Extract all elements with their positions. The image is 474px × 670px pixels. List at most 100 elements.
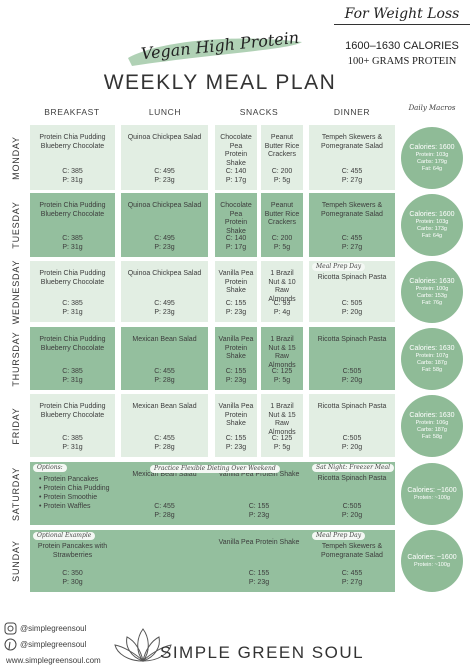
macro-line: Calories: 1630 xyxy=(409,277,455,285)
macro-line: Protein: ~100g xyxy=(414,562,450,568)
meal-protein: P: 28g xyxy=(154,511,175,519)
meal-name: Protein Chia Pudding Blueberry Chocolate xyxy=(39,336,106,352)
meal-cell: Quinoa Chickpea Salad C: 495 P: 23g xyxy=(121,261,208,322)
day-label: WEDNESDAY xyxy=(11,259,21,324)
macro-line: Fat: 58g xyxy=(421,433,443,440)
protein: 100+ GRAMS PROTEIN xyxy=(347,56,457,67)
macro-line: Protein: 106g xyxy=(415,419,449,426)
meal-macros: C: 385 P: 31g xyxy=(30,300,115,317)
meal-calories: C: 495 xyxy=(154,168,175,175)
pinterest-icon xyxy=(4,638,17,651)
meal-macros: C: 140 P: 17g xyxy=(215,168,257,185)
meal-cell: Mexican Bean Salad C: 455 P: 28g xyxy=(121,394,208,457)
meal-protein: P: 5g xyxy=(273,443,291,451)
meal-cell: Tempeh Skewers & Pomegranate Salad C: 455… xyxy=(309,125,395,190)
meal-macros: C: 495 P: 23g xyxy=(121,235,208,252)
meal-cell: Peanut Butter Rice Crackers C: 200 P: 5g xyxy=(261,125,303,190)
meal-cell: Protein Chia Pudding Blueberry Chocolate… xyxy=(30,125,115,190)
meal-calories: C: 495 xyxy=(154,300,175,307)
macros-circle: Calories: 1630 Protein: 106g Carbs: 187g Fa… xyxy=(401,394,463,457)
meal-macros: C: 200 P: 5g xyxy=(261,168,303,185)
meal-protein: P: 27g xyxy=(341,176,363,184)
meal-cell: Tempeh Skewers & Pomegranate Salad C: 455… xyxy=(309,193,395,257)
macro-line: Calories: ~1600 xyxy=(407,486,457,494)
macro-line: Fat: 64g xyxy=(421,233,443,239)
meal-calories: C: 93 xyxy=(273,300,291,307)
meal-name: Chocolate Pea Protein Shake xyxy=(220,202,252,235)
meal-calories: C: 155 xyxy=(248,503,270,510)
meal-protein: P: 5g xyxy=(273,376,291,384)
meal-cell: 1 Brazil Nut & 10 Raw Almonds C: 93 P: 4g xyxy=(261,261,303,322)
meal-name: Tempeh Skewers & Pomegranate Salad xyxy=(321,202,383,218)
meal-cell: Vanilla Pea Protein Shake C: 155 P: 23g xyxy=(215,394,257,457)
meal-name: Ricotta Spinach Pasta xyxy=(317,274,387,281)
meal-name: Ricotta Spinach Pasta xyxy=(317,403,387,410)
meal-macros: C: 125 P: 5g xyxy=(261,435,303,452)
meal-protein: P: 23g xyxy=(225,308,247,316)
meal-cell: 1 Brazil Nut & 15 Raw Almonds C: 125 P: 5g xyxy=(261,394,303,457)
meal-note: Sat Night: Freezer Meal xyxy=(312,464,395,472)
meal-protein: P: 5g xyxy=(273,243,291,251)
macro-line: Calories: 1630 xyxy=(409,411,455,419)
meal-cell: Meal Prep Day Tempeh Skewers & Pomegranat… xyxy=(309,530,395,592)
meal-macros: C: 350 P: 30g xyxy=(30,570,115,587)
macro-line: Protein: 103g xyxy=(415,219,449,225)
meal-calories: C: 385 xyxy=(62,168,83,175)
meal-macros: C: 385 P: 31g xyxy=(30,235,115,252)
meal-name: Quinoa Chickpea Salad xyxy=(127,134,202,141)
meal-calories: C: 455 xyxy=(154,368,175,375)
meal-protein: P: 23g xyxy=(154,176,175,184)
meal-cell: Vanilla Pea Protein Shake C: 155 P: 23g xyxy=(215,462,303,525)
lotus-logo xyxy=(114,628,172,662)
meal-protein: P: 23g xyxy=(154,243,175,251)
meal-name: 1 Brazil Nut & 15 Raw Almonds xyxy=(268,403,296,436)
meal-protein: P: 31g xyxy=(62,443,83,451)
meal-name: Vanilla Pea Protein Shake xyxy=(218,539,300,546)
meal-name: Tempeh Skewers & Pomegranate Salad xyxy=(321,134,383,150)
meal-calories: C: 140 xyxy=(225,168,247,175)
meal-calories: C: 455 xyxy=(341,168,363,175)
meal-name: Mexican Bean Salad xyxy=(132,471,197,478)
meal-macros: C: 455 P: 27g xyxy=(309,235,395,252)
meal-calories: C: 455 xyxy=(154,503,175,510)
meal-protein: P: 31g xyxy=(62,243,83,251)
macro-line: Protein: 103g xyxy=(415,151,449,158)
meal-macros: C:505 P: 20g xyxy=(309,435,395,452)
meal-name: Protein Pancakes with Strawberries xyxy=(37,543,108,559)
meal-note: Optional Example xyxy=(33,532,96,540)
meal-cell: Protein Chia Pudding Blueberry Chocolate… xyxy=(30,394,115,457)
meal-cell: Meal Prep Day Ricotta Spinach Pasta C: 505… xyxy=(309,261,395,322)
meal-name: Ricotta Spinach Pasta xyxy=(317,475,387,482)
meal-macros: C: 155 P: 23g xyxy=(215,368,257,385)
meal-calories: C: 385 xyxy=(62,235,83,242)
meal-cell: Mexican Bean Salad C: 455 P: 28g xyxy=(121,327,208,390)
meal-protein: P: 20g xyxy=(341,511,363,519)
meal-calories: C:505 xyxy=(342,368,362,375)
website: www.simplegreensoul.com xyxy=(6,656,101,665)
meal-macros: C:505 P: 20g xyxy=(309,368,395,385)
meal-protein: P: 31g xyxy=(62,376,83,384)
macro-line: Carbs: 179g xyxy=(417,158,447,165)
meal-name: Chocolate Pea Protein Shake xyxy=(220,134,252,167)
meal-name: Protein Chia Pudding Blueberry Chocolate xyxy=(39,403,106,419)
meal-macros: C: 495 P: 23g xyxy=(121,168,208,185)
meal-macros: C: 200 P: 5g xyxy=(261,235,303,252)
page-title: WEEKLY MEAL PLAN xyxy=(103,71,337,94)
instagram-handle: @simplegreensoul xyxy=(20,624,87,633)
macro-line: Calories: ~1600 xyxy=(407,554,457,561)
meal-macros: C: 140 P: 17g xyxy=(215,235,257,252)
meal-macros: C: 505 P: 20g xyxy=(309,300,395,317)
meal-macros: C: 455 P: 27g xyxy=(309,570,395,587)
meal-calories: C: 155 xyxy=(225,300,247,307)
pinterest-handle: @simplegreensoul xyxy=(20,640,87,649)
meal-protein: P: 30g xyxy=(62,578,83,586)
meal-calories: C: 200 xyxy=(271,168,293,175)
macros-circle: Calories: 1600 Protein: 103g Carbs: 179g Fa… xyxy=(401,126,463,189)
meal-calories: C: 155 xyxy=(225,368,247,375)
macros-circle: Calories: 1630 Protein: 100g Carbs: 153g Fa… xyxy=(401,260,463,323)
macro-line: Fat: 76g xyxy=(421,299,443,306)
macro-line: Fat: 58g xyxy=(421,366,443,373)
meal-calories: C: 505 xyxy=(341,300,363,307)
meal-calories: C:505 xyxy=(342,435,362,442)
